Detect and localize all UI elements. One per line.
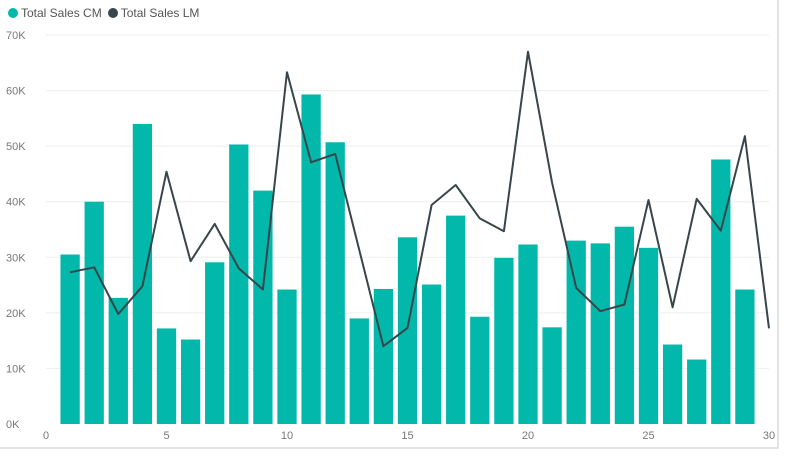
bar-total-sales-cm[interactable] (373, 288, 394, 424)
x-tick-label: 5 (163, 430, 169, 442)
x-tick-label: 15 (401, 430, 413, 442)
legend-dot-icon (107, 8, 118, 18)
bar-total-sales-cm[interactable] (421, 284, 442, 424)
legend-item-lm[interactable]: Total Sales LM (107, 6, 200, 20)
bar-total-sales-cm[interactable] (397, 237, 418, 424)
legend-dot-icon (8, 8, 18, 18)
legend-item-cm[interactable]: Total Sales CM (8, 6, 102, 20)
bar-total-sales-cm[interactable] (638, 247, 659, 424)
bar-total-sales-cm[interactable] (662, 344, 683, 424)
bar-total-sales-cm[interactable] (301, 94, 321, 424)
bar-total-sales-cm[interactable] (711, 159, 731, 425)
bar-total-sales-cm[interactable] (108, 297, 128, 424)
bar-total-sales-cm[interactable] (518, 244, 538, 424)
y-tick-label: 50K (6, 141, 26, 153)
bar-total-sales-cm[interactable] (84, 201, 104, 424)
bar-total-sales-cm[interactable] (735, 289, 755, 424)
legend-label-lm: Total Sales LM (120, 6, 200, 20)
bar-total-sales-cm[interactable] (349, 318, 369, 424)
bar-total-sales-cm[interactable] (590, 243, 610, 424)
bar-total-sales-cm[interactable] (566, 240, 586, 424)
bar-total-sales-cm[interactable] (542, 327, 562, 424)
y-tick-label: 30K (6, 252, 26, 264)
bar-total-sales-cm[interactable] (180, 339, 201, 424)
bar-total-sales-cm[interactable] (325, 142, 345, 424)
y-tick-label: 40K (6, 197, 26, 209)
legend: Total Sales CM Total Sales LM (8, 6, 199, 20)
bar-total-sales-cm[interactable] (614, 226, 635, 424)
x-tick-label: 0 (43, 430, 49, 442)
bar-total-sales-cm[interactable] (60, 254, 80, 424)
bar-total-sales-cm[interactable] (494, 257, 514, 424)
chart-frame (0, 0, 779, 449)
bar-total-sales-cm[interactable] (470, 316, 490, 424)
y-tick-label: 0K (6, 419, 20, 431)
bar-total-sales-cm[interactable] (687, 359, 707, 424)
bar-total-sales-cm[interactable] (277, 289, 297, 424)
x-tick-label: 30 (763, 430, 775, 442)
y-tick-label: 70K (6, 30, 26, 42)
y-tick-label: 10K (6, 363, 26, 375)
x-tick-label: 25 (642, 430, 654, 442)
bar-total-sales-cm[interactable] (205, 262, 225, 424)
x-tick-label: 10 (281, 430, 293, 442)
line-total-sales-lm[interactable] (69, 50, 770, 348)
bar-total-sales-cm[interactable] (132, 123, 153, 425)
legend-label-cm: Total Sales CM (21, 6, 102, 20)
y-tick-label: 20K (6, 308, 26, 320)
bar-total-sales-cm[interactable] (446, 215, 466, 424)
y-tick-label: 60K (6, 86, 26, 98)
x-tick-label: 20 (522, 430, 534, 442)
bar-total-sales-cm[interactable] (229, 144, 249, 424)
bar-total-sales-cm[interactable] (156, 328, 177, 424)
